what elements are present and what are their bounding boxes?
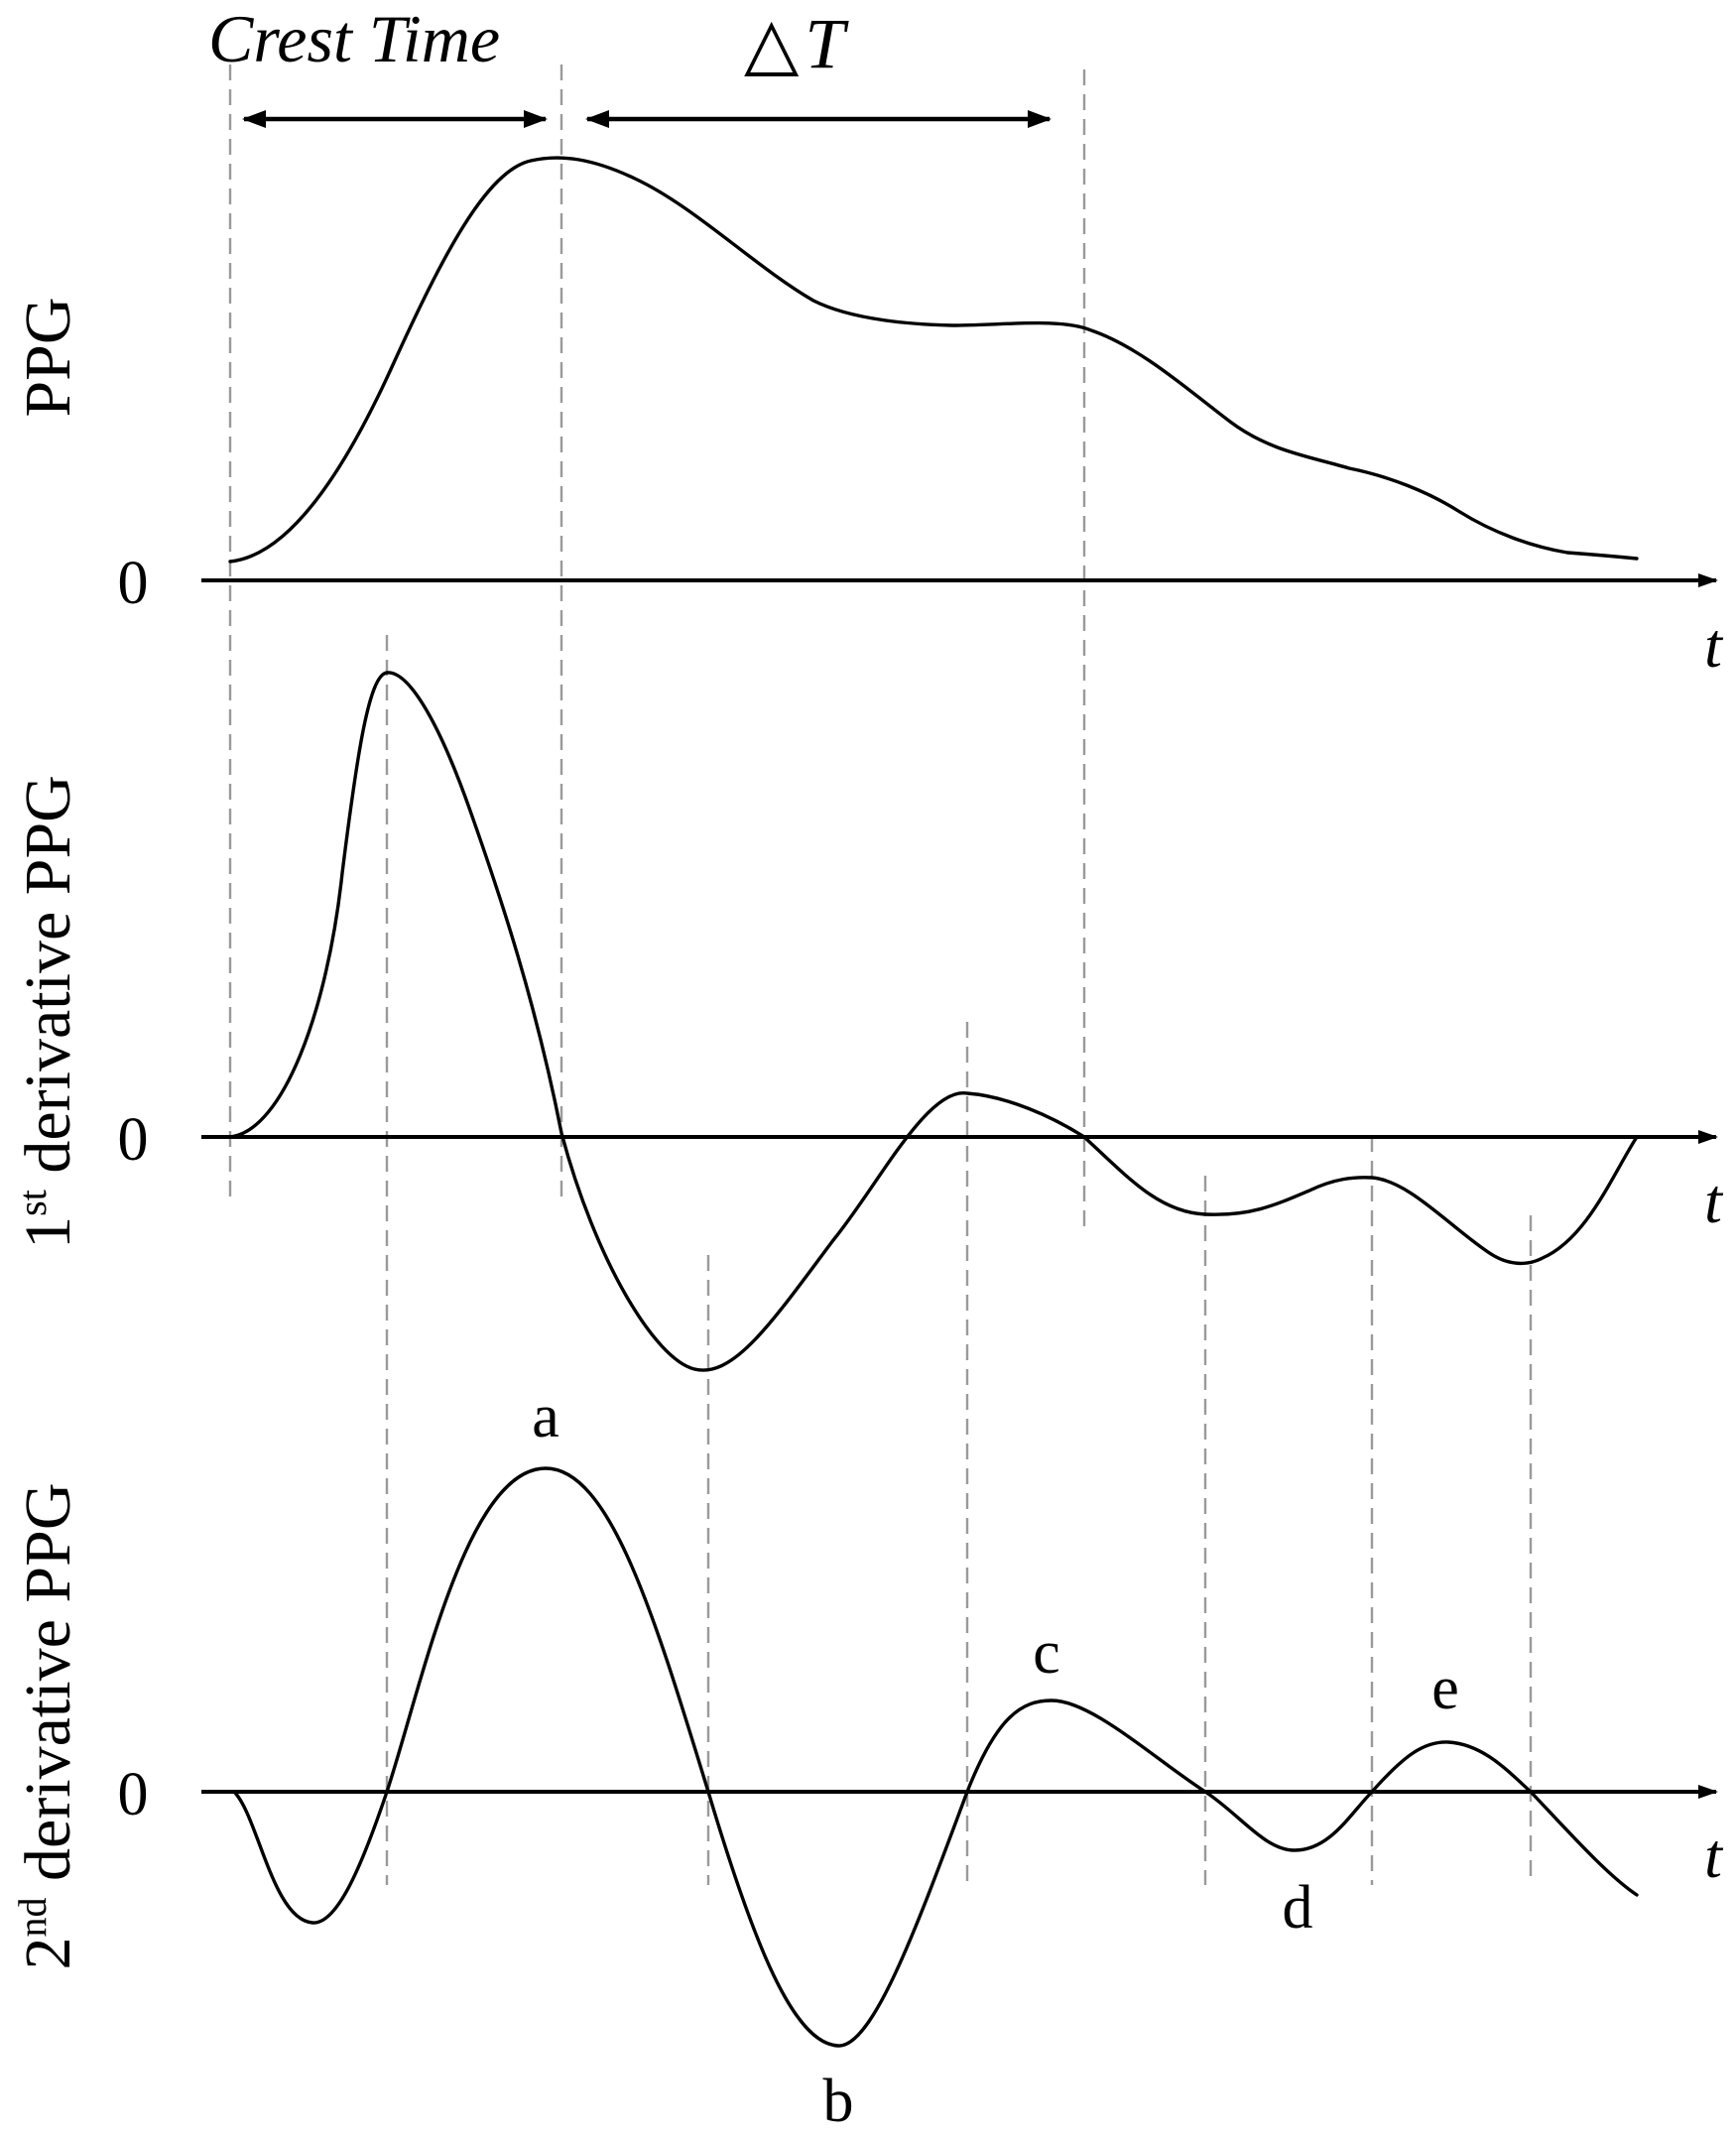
guide-lines bbox=[228, 64, 1533, 1885]
delta-t-label: △T bbox=[744, 4, 849, 83]
wave-point-c: c bbox=[1033, 1619, 1060, 1687]
second-derivative-title-rest: derivative PPG bbox=[12, 1483, 84, 1898]
ppg-t-label: t bbox=[1704, 610, 1724, 681]
ppg-axis-title: PPG bbox=[12, 297, 84, 417]
second-derivative-t-label: t bbox=[1704, 1821, 1724, 1891]
ppg-waveform bbox=[228, 156, 1639, 564]
second-derivative-waveform bbox=[232, 1466, 1639, 2048]
first-derivative-t-label: t bbox=[1704, 1166, 1724, 1236]
wave-point-a: a bbox=[532, 1383, 559, 1450]
first-derivative-axis-title: 1st derivative PPG bbox=[10, 775, 84, 1249]
panel-second-derivative: 2nd derivative PPG 0 t a b c d e bbox=[10, 1383, 1724, 2135]
delta-t-annotation: △T bbox=[585, 4, 1052, 128]
first-derivative-title-superscript: st bbox=[10, 1190, 55, 1216]
first-derivative-zero-label: 0 bbox=[118, 1106, 149, 1174]
crest-time-annotation: Crest Time bbox=[208, 1, 548, 128]
first-derivative-title-rest: derivative PPG bbox=[12, 775, 84, 1190]
wave-point-b: b bbox=[823, 2068, 854, 2135]
ppg-zero-label: 0 bbox=[118, 550, 149, 617]
second-derivative-title-number: 2 bbox=[12, 1937, 84, 1969]
delta-symbol: △ bbox=[744, 4, 800, 83]
second-derivative-axis-title: 2nd derivative PPG bbox=[10, 1483, 84, 1970]
delta-t-letter: T bbox=[805, 4, 849, 83]
second-derivative-zero-label: 0 bbox=[118, 1761, 149, 1828]
wave-point-d: d bbox=[1283, 1874, 1313, 1942]
wave-point-e: e bbox=[1431, 1655, 1459, 1722]
second-derivative-title-superscript: nd bbox=[10, 1897, 55, 1937]
first-derivative-title-number: 1 bbox=[12, 1216, 84, 1249]
panel-first-derivative: 1st derivative PPG 0 t bbox=[10, 671, 1724, 1372]
crest-time-label: Crest Time bbox=[208, 1, 500, 76]
panel-ppg: PPG 0 t bbox=[12, 156, 1724, 681]
first-derivative-waveform bbox=[228, 671, 1639, 1372]
